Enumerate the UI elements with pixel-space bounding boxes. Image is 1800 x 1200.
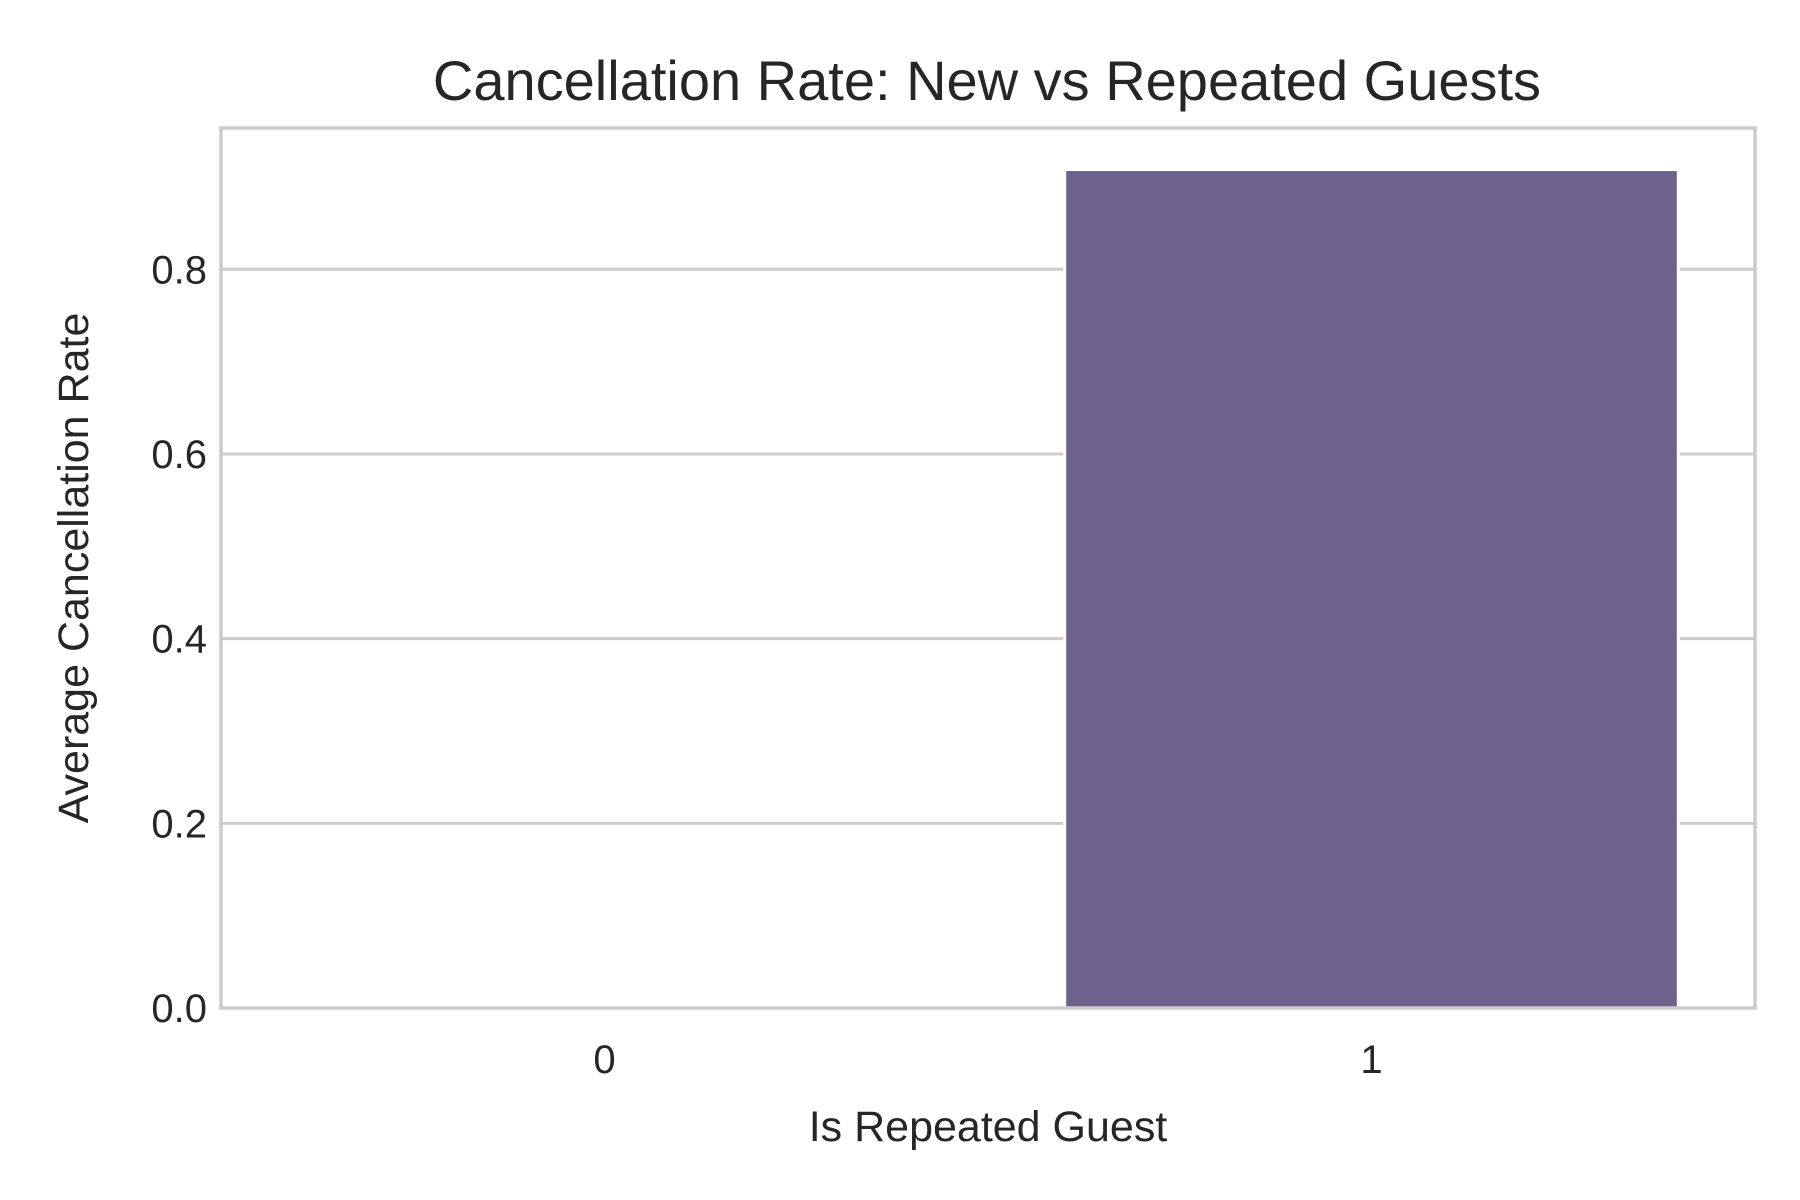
chart-title: Cancellation Rate: New vs Repeated Guest… bbox=[433, 49, 1541, 112]
x-tick-label: 1 bbox=[1360, 1038, 1382, 1082]
y-axis-label: Average Cancellation Rate bbox=[50, 313, 98, 824]
y-tick-label: 0.2 bbox=[151, 802, 207, 846]
y-tick-label: 0.0 bbox=[151, 987, 207, 1031]
bars bbox=[1063, 168, 1680, 1010]
plot-frame bbox=[219, 126, 1757, 1010]
y-tick-label: 0.6 bbox=[151, 433, 207, 477]
y-tick-label: 0.4 bbox=[151, 618, 207, 662]
bar-1 bbox=[1063, 168, 1680, 1010]
y-axis-ticks: 0.0 0.2 0.4 0.6 0.8 bbox=[151, 248, 207, 1031]
x-tick-label: 0 bbox=[593, 1038, 615, 1082]
y-tick-label: 0.8 bbox=[151, 248, 207, 292]
x-axis-label: Is Repeated Guest bbox=[809, 1103, 1168, 1151]
